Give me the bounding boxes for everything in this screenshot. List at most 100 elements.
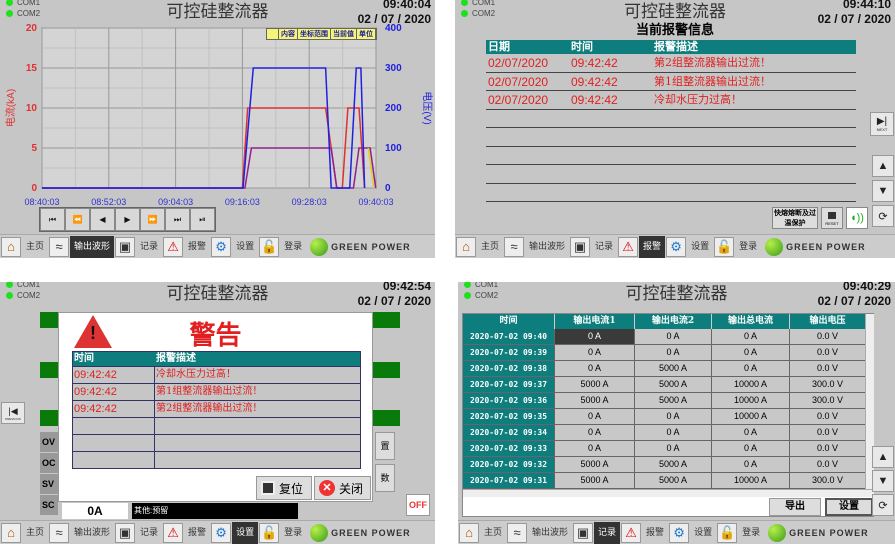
nav-item-0[interactable]: ⌂ 主页 (0, 521, 48, 544)
nav-label[interactable]: 设置 (236, 241, 255, 252)
nav-item-2[interactable]: ▣ 记录 (569, 235, 617, 259)
off-button[interactable]: OFF (406, 494, 430, 516)
export-button[interactable]: 导出 (769, 498, 821, 516)
reset-button[interactable]: RESET (821, 207, 843, 229)
settings-icon[interactable]: ⚙ (211, 522, 232, 543)
nav-item-4[interactable]: ⚙ 设置 (210, 235, 258, 259)
nav-label[interactable]: 设置 (694, 527, 713, 538)
nav-label[interactable]: 主页 (26, 241, 45, 252)
warning-row[interactable]: 09:42:42 第2组整流器输出过流！ (73, 400, 360, 417)
home-icon[interactable]: ⌂ (456, 236, 476, 257)
alarm-row[interactable]: 02/07/2020 09:42:42 第1组整流器输出过流！ (486, 73, 856, 91)
settings-button[interactable]: 设置 (825, 498, 873, 516)
settings-icon[interactable]: ⚙ (211, 236, 232, 257)
home-icon[interactable]: ⌂ (1, 522, 21, 543)
playback-button-4[interactable]: ⏩ (140, 208, 165, 231)
scroll-down-button[interactable]: ▼ (872, 180, 894, 202)
nav-item-3[interactable]: ⚠ 报警 (617, 235, 666, 259)
nav-label[interactable]: 主页 (484, 527, 503, 538)
record-row[interactable]: 2020-07-02 09:31 5000 A 5000 A 10000 A 300.0… (463, 473, 866, 489)
playback-button-0[interactable]: ⏮ (40, 208, 65, 231)
playback-button-5[interactable]: ⏭ (165, 208, 190, 231)
nav-label[interactable]: 输出波形 (529, 241, 566, 252)
nav-label[interactable]: 主页 (26, 527, 45, 538)
nav-item-3[interactable]: ⚠ 报警 (162, 235, 210, 259)
scroll-down-button[interactable]: ▼ (872, 470, 894, 492)
record-row[interactable]: 2020-07-02 09:36 5000 A 5000 A 10000 A 300.0… (463, 393, 866, 409)
nav-item-1[interactable]: ≈ 输出波形 (503, 235, 569, 259)
home-icon[interactable]: ⌂ (459, 522, 479, 543)
scroll-up-button[interactable]: ▲ (872, 155, 894, 177)
refresh-button[interactable]: ⟳ (872, 205, 894, 227)
lock-icon[interactable]: 🔓 (259, 522, 280, 543)
nav-item-0[interactable]: ⌂ 主页 (458, 521, 506, 544)
alarm-row[interactable]: 02/07/2020 09:42:42 冷却水压力过高！ (486, 91, 856, 110)
warning-row[interactable] (73, 434, 360, 451)
home-icon[interactable]: ⌂ (1, 236, 21, 257)
nav-item-5[interactable]: 🔓 登录 (716, 521, 764, 544)
alarm-row[interactable] (486, 184, 856, 202)
warning-row[interactable]: 09:42:42 冷却水压力过高！ (73, 366, 360, 383)
lock-icon[interactable]: 🔓 (717, 522, 738, 543)
nav-item-4[interactable]: ⚙ 设置 (665, 235, 713, 259)
record-icon[interactable]: ▣ (115, 236, 136, 257)
nav-label[interactable]: 输出波形 (74, 527, 111, 538)
nav-item-4[interactable]: ⚙ 设置 (210, 521, 259, 544)
alarm-icon[interactable]: ⚠ (621, 522, 642, 543)
reset-button[interactable]: 复位 (256, 476, 312, 500)
nav-label[interactable]: 设置 (232, 521, 259, 544)
waveform-icon[interactable]: ≈ (507, 522, 528, 543)
nav-label[interactable]: 记录 (140, 241, 159, 252)
waveform-icon[interactable]: ≈ (504, 236, 525, 257)
vertical-scrollbar[interactable] (865, 314, 874, 489)
alarm-row[interactable]: 02/07/2020 09:42:42 第2组整流器输出过流！ (486, 54, 856, 73)
alarm-icon[interactable]: ⚠ (618, 236, 639, 257)
nav-item-4[interactable]: ⚙ 设置 (668, 521, 716, 544)
warning-row[interactable]: 09:42:42 第1组整流器输出过流！ (73, 383, 360, 400)
nav-item-2[interactable]: ▣ 记录 (114, 521, 162, 544)
record-row[interactable]: 2020-07-02 09:37 5000 A 5000 A 10000 A 300.0… (463, 377, 866, 393)
nav-item-3[interactable]: ⚠ 报警 (162, 521, 210, 544)
nav-label[interactable]: 记录 (595, 241, 614, 252)
close-button[interactable]: ✕ 关闭 (314, 476, 371, 500)
nav-label[interactable]: 登录 (284, 527, 303, 538)
nav-item-1[interactable]: ≈ 输出波形 (506, 521, 572, 544)
nav-item-0[interactable]: ⌂ 主页 (455, 235, 503, 259)
nav-item-5[interactable]: 🔓 登录 (258, 235, 306, 259)
nav-label[interactable]: 登录 (742, 527, 761, 538)
settings-icon[interactable]: ⚙ (669, 522, 690, 543)
record-icon[interactable]: ▣ (570, 236, 591, 257)
waveform-icon[interactable]: ≈ (49, 236, 70, 257)
side-button[interactable]: 置 (375, 432, 395, 460)
alarm-row[interactable] (486, 165, 856, 184)
settings-icon[interactable]: ⚙ (666, 236, 687, 257)
nav-item-5[interactable]: 🔓 登录 (713, 235, 761, 259)
nav-item-1[interactable]: ≈ 输出波形 (48, 521, 114, 544)
nav-label[interactable]: 记录 (140, 527, 159, 538)
alarm-row[interactable] (486, 110, 856, 128)
horizontal-scrollbar[interactable] (463, 489, 874, 497)
previous-button[interactable]: |◀ PREVIOUS (1, 402, 25, 424)
alarm-row[interactable] (486, 147, 856, 165)
lock-icon[interactable]: 🔓 (259, 236, 280, 257)
record-icon[interactable]: ▣ (573, 522, 594, 543)
scroll-up-button[interactable]: ▲ (872, 446, 894, 468)
sound-button[interactable]: ◖)) (846, 207, 868, 229)
fuse-protection-button[interactable]: 快熔熔断及过温保护 (772, 207, 818, 229)
nav-label[interactable]: 报警 (646, 527, 665, 538)
alarm-icon[interactable]: ⚠ (163, 522, 184, 543)
nav-label[interactable]: 记录 (594, 521, 621, 544)
warning-row[interactable] (73, 417, 360, 434)
next-button[interactable]: ▶| NEXT (870, 112, 894, 136)
nav-label[interactable]: 报警 (639, 235, 666, 258)
side-button[interactable]: 数 (375, 464, 395, 492)
alarm-row[interactable] (486, 128, 856, 147)
nav-label[interactable]: 登录 (739, 241, 758, 252)
nav-label[interactable]: 报警 (188, 241, 207, 252)
record-icon[interactable]: ▣ (115, 522, 136, 543)
alarm-icon[interactable]: ⚠ (163, 236, 184, 257)
